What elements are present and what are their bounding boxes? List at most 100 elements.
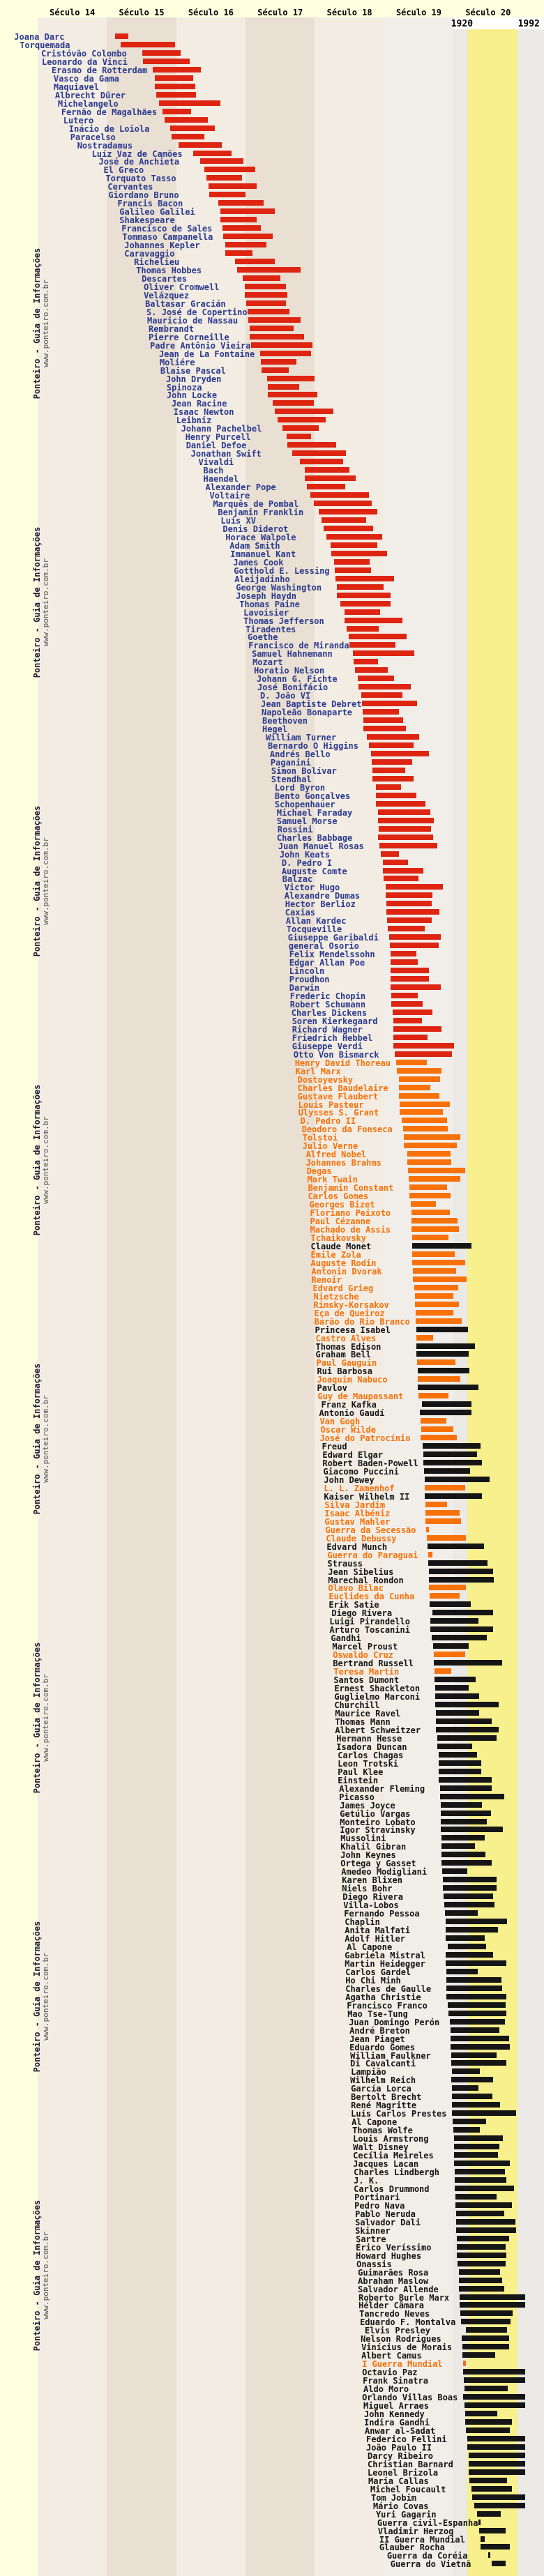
lifespan-bar (387, 926, 425, 932)
lifespan-bar (337, 584, 384, 590)
lifespan-bar (446, 1951, 493, 1958)
lifespan-bar (429, 1576, 494, 1583)
lifespan-bar (386, 901, 432, 907)
person-name: Marechal Rondon (328, 1575, 404, 1585)
person-name: Darwin (289, 983, 320, 993)
person-name: Freud (322, 1442, 347, 1452)
lifespan-bar (446, 1919, 507, 1925)
person-name: Teresa Martin (333, 1667, 400, 1677)
lifespan-bar (471, 2485, 512, 2492)
person-name: Fernão de Magalhães (61, 107, 158, 117)
sidebar-url-link[interactable]: www.ponteiro.com.br (41, 558, 50, 646)
person-name: Oliver Cromwell (144, 282, 220, 292)
person-name: Joseph Haydn (236, 590, 296, 601)
person-name: Walt Disney (353, 2142, 409, 2153)
lifespan-bar (430, 1593, 460, 1599)
lifespan-bar (375, 784, 401, 790)
lifespan-bar (372, 775, 414, 782)
lifespan-bar (335, 575, 394, 581)
lifespan-bar (478, 2519, 481, 2525)
person-name: Samuel Morse (276, 816, 338, 826)
person-name: Thomas Hobbes (136, 266, 202, 276)
lifespan-bar (363, 726, 406, 732)
sidebar-url-link[interactable]: www.ponteiro.com.br (41, 280, 50, 367)
lifespan-bar (460, 2302, 525, 2308)
lifespan-bar (407, 1151, 451, 1157)
lifespan-bar (454, 2160, 510, 2167)
lifespan-bar (416, 1351, 469, 1357)
person-name: Giacomo Puccini (323, 1466, 399, 1477)
person-name: Carlos Gardel (345, 1967, 411, 1977)
person-name: Andrés Bello (269, 749, 331, 759)
lifespan-bar (209, 192, 246, 198)
person-name: Picasso (339, 1792, 375, 1802)
century-label: Século 19 (395, 8, 441, 17)
lifespan-bar (429, 1585, 467, 1591)
person-name: Ulysses S. Grant (298, 1108, 379, 1118)
lifespan-bar (355, 667, 388, 673)
person-name: Castro Alves (315, 1333, 377, 1343)
lifespan-bar (246, 300, 286, 306)
person-name: Johannes Kepler (124, 241, 200, 251)
lifespan-bar (425, 1493, 482, 1499)
person-name: Alexandre Dumas (284, 891, 361, 901)
sidebar-url-link[interactable]: www.ponteiro.com.br (41, 1674, 50, 1762)
century-band (176, 17, 246, 2576)
highlight-band-1920-1992 (467, 29, 517, 2576)
lifespan-bar (450, 2018, 505, 2025)
person-name: Thomas Paine (239, 599, 300, 609)
person-name: Tchaikovsky (310, 1233, 367, 1243)
lifespan-bar (379, 842, 438, 848)
lifespan-bar (235, 259, 275, 265)
century-label: Século 15 (119, 8, 165, 17)
person-name: Joaquim Nabuco (317, 1375, 388, 1385)
lifespan-bar (408, 1176, 461, 1182)
person-name: Howard Hughes (356, 2250, 422, 2261)
lifespan-bar (390, 984, 441, 990)
person-name: Soren Kierkegaard (292, 1016, 378, 1026)
lifespan-bar (435, 1685, 469, 1691)
person-name: Jean Racine (171, 399, 227, 409)
lifespan-bar (465, 2411, 497, 2417)
lifespan-bar (463, 2361, 467, 2367)
lifespan-bar (375, 800, 426, 807)
lifespan-bar (391, 992, 418, 998)
person-name: Vladimir Herzog (377, 2526, 454, 2536)
person-name: Diego Rivera (342, 1892, 403, 1903)
person-name: Samuel Hahnemann (252, 649, 333, 660)
lifespan-bar (444, 1893, 493, 1900)
person-name: Bento Gonçalves (274, 791, 351, 801)
person-name: Ho Chi Minh (345, 1975, 401, 1986)
century-label: Século 14 (50, 8, 96, 17)
person-name: Immanuel Kant (230, 549, 296, 559)
sidebar-url-link[interactable]: www.ponteiro.com.br (41, 837, 50, 925)
person-name: Einstein (338, 1775, 379, 1785)
person-name: Van Gogh (319, 1417, 361, 1427)
lifespan-bar (245, 283, 286, 289)
person-name: L. L. Zamenhof (324, 1483, 395, 1493)
lifespan-bar (396, 1067, 442, 1074)
person-name: Friedrich Hebbel (292, 1032, 373, 1043)
person-name: Auguste Comte (281, 866, 347, 876)
sidebar-url-link[interactable]: www.ponteiro.com.br (41, 1116, 50, 1204)
person-name: Franz Kafka (321, 1400, 377, 1410)
lifespan-bar (457, 2252, 506, 2258)
person-name: Paul Gauguin (316, 1358, 377, 1369)
lifespan-bar (380, 851, 399, 857)
person-name: Miguel Arraes (363, 2401, 429, 2411)
lifespan-bar (142, 49, 181, 56)
person-name: Jacques Lacan (353, 2159, 419, 2170)
lifespan-bar (399, 1109, 444, 1115)
lifespan-bar (441, 1810, 491, 1816)
lifespan-bar (358, 676, 394, 682)
sidebar-url-link[interactable]: www.ponteiro.com.br (41, 1953, 50, 2041)
lifespan-bar (428, 1551, 433, 1557)
sidebar-url-link[interactable]: www.ponteiro.com.br (41, 1395, 50, 1483)
lifespan-bar (398, 1076, 441, 1082)
century-label: Século 20 (465, 8, 511, 17)
sidebar-url-link[interactable]: www.ponteiro.com.br (41, 2232, 50, 2319)
lifespan-bar (441, 1835, 485, 1841)
lifespan-bar (222, 225, 261, 231)
person-name: Vivaldi (198, 457, 234, 468)
person-name: Benjamin Constant (308, 1183, 394, 1194)
